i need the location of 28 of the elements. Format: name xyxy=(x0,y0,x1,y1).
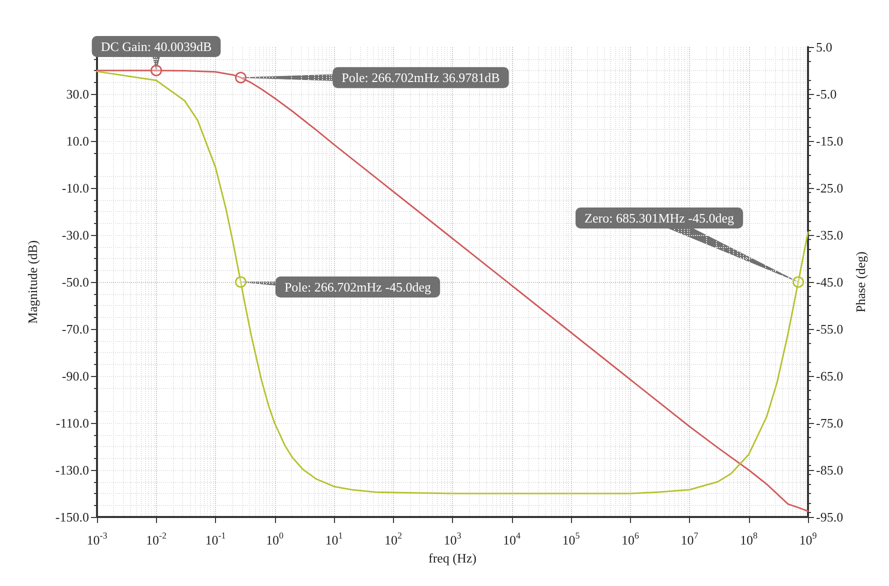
y2-tick-label: -75.0 xyxy=(816,416,844,430)
y2-tick-label: -35.0 xyxy=(816,228,844,242)
y2-tick-label: -25.0 xyxy=(816,180,844,196)
y2-tick-label: -5.0 xyxy=(816,86,837,102)
y-tick-label: 30.0 xyxy=(66,86,89,102)
y-tick-label: 10.0 xyxy=(66,134,89,148)
y2-tick-label: 5.0 xyxy=(816,40,832,54)
y2-axis-title: Phase (deg) xyxy=(852,251,868,313)
x-axis-title: freq (Hz) xyxy=(428,550,476,566)
y-tick-label: -150.0 xyxy=(55,510,89,524)
y-tick-label: -50.0 xyxy=(62,274,89,290)
y2-tick-label: -45.0 xyxy=(816,274,844,290)
y-tick-label: -10.0 xyxy=(62,180,89,196)
y2-tick-label: -65.0 xyxy=(816,368,844,384)
annotation: Pole: 266.702mHz 36.9781dB xyxy=(342,70,500,86)
y2-tick-label: -85.0 xyxy=(816,462,844,478)
y-tick-label: -70.0 xyxy=(62,322,89,336)
annotation: Pole: 266.702mHz -45.0deg xyxy=(284,280,432,294)
annotation: DC Gain: 40.0039dB xyxy=(100,38,212,54)
y2-tick-label: -95.0 xyxy=(816,510,844,524)
annotation: Zero: 685.301MHz -45.0deg xyxy=(584,210,735,226)
y-tick-label: -130.0 xyxy=(55,462,89,478)
y-tick-label: -90.0 xyxy=(62,368,89,384)
y-axis-title: Magnitude (dB) xyxy=(25,240,40,324)
y-tick-label: -110.0 xyxy=(56,416,89,430)
y-tick-label: -30.0 xyxy=(62,228,89,242)
y2-tick-label: -55.0 xyxy=(816,322,844,336)
y2-tick-label: -15.0 xyxy=(816,134,844,148)
